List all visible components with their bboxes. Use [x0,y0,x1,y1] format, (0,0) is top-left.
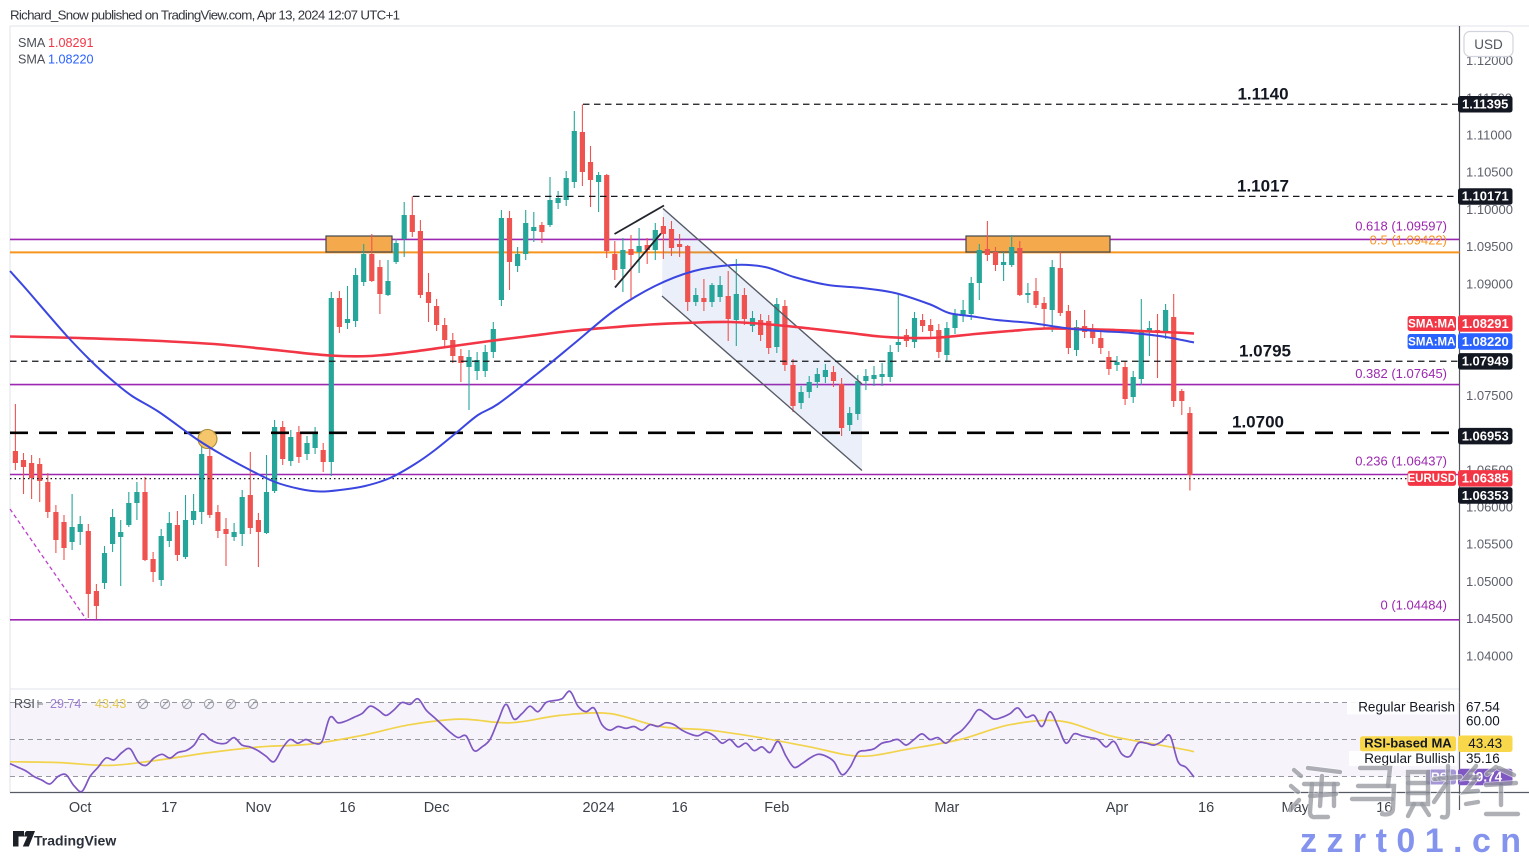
svg-text:1.09000: 1.09000 [1466,276,1513,291]
svg-text:Nov: Nov [246,800,273,816]
svg-text:16: 16 [1198,800,1214,816]
svg-text:1.08220: 1.08220 [1462,334,1509,349]
svg-text:SMA: SMA [18,53,46,67]
svg-text:Oct: Oct [69,800,92,816]
svg-text:0.382 (1.07645): 0.382 (1.07645) [1355,366,1447,381]
svg-text:2024: 2024 [582,800,614,816]
svg-text:16: 16 [339,800,355,816]
svg-text:43.43: 43.43 [1468,736,1502,751]
svg-text:1.11000: 1.11000 [1466,128,1512,143]
svg-text:SMA:MA: SMA:MA [1408,318,1455,330]
svg-text:1.06385: 1.06385 [1462,471,1509,486]
svg-text:1.06953: 1.06953 [1462,428,1509,443]
svg-text:1.04500: 1.04500 [1466,611,1513,626]
svg-text:Regular Bullish: Regular Bullish [1364,751,1455,766]
svg-text:67.54: 67.54 [1466,700,1500,715]
svg-text:17: 17 [161,800,177,816]
svg-text:z z r t 0 1 . c n: z z r t 0 1 . c n [1300,822,1521,857]
svg-text:SMA:MA: SMA:MA [1408,336,1455,348]
svg-text:1.1017: 1.1017 [1237,177,1289,196]
svg-text:1.05000: 1.05000 [1466,574,1513,589]
svg-text:Feb: Feb [764,800,789,816]
svg-text:Regular Bearish: Regular Bearish [1358,700,1455,715]
svg-text:RSI: RSI [14,697,35,711]
svg-text:0.5 (1.09422): 0.5 (1.09422) [1370,233,1447,248]
svg-text:1.11395: 1.11395 [1462,97,1508,112]
svg-text:1.1140: 1.1140 [1237,85,1288,104]
svg-text:1.10500: 1.10500 [1466,165,1513,180]
svg-text:TradingView: TradingView [34,833,116,849]
svg-text:1.10000: 1.10000 [1466,202,1513,217]
svg-text:RSI-based MA: RSI-based MA [1364,736,1452,751]
svg-text:1.08220: 1.08220 [48,53,94,67]
svg-text:1.10171: 1.10171 [1462,189,1509,204]
svg-text:Dec: Dec [424,800,450,816]
svg-text:SMA: SMA [18,36,46,50]
svg-text:1.08291: 1.08291 [48,36,94,50]
svg-text:0.618 (1.09597): 0.618 (1.09597) [1355,219,1447,234]
svg-text:1.07500: 1.07500 [1466,388,1513,403]
svg-text:0 (1.04484): 0 (1.04484) [1381,598,1448,613]
svg-text:16: 16 [672,800,688,816]
svg-text:Apr: Apr [1106,800,1129,816]
svg-text:USD: USD [1474,37,1503,52]
svg-text:35.16: 35.16 [1466,751,1500,766]
svg-text:1.09500: 1.09500 [1466,239,1513,254]
svg-text:1.0700: 1.0700 [1232,413,1284,432]
svg-text:EURUSD: EURUSD [1408,473,1457,485]
svg-text:43.43: 43.43 [95,697,126,711]
svg-text:1.05500: 1.05500 [1466,537,1513,552]
svg-text:29.74: 29.74 [50,697,81,711]
svg-text:1.08291: 1.08291 [1462,316,1509,331]
svg-text:1.04000: 1.04000 [1466,648,1513,663]
svg-text:0.236 (1.06437): 0.236 (1.06437) [1355,454,1447,469]
svg-text:60.00: 60.00 [1466,714,1500,729]
svg-text:1.06353: 1.06353 [1462,488,1509,503]
svg-text:Mar: Mar [934,800,959,816]
svg-text:Richard_Snow published on Trad: Richard_Snow published on TradingView.co… [10,8,400,23]
svg-text:1.0795: 1.0795 [1239,342,1291,361]
svg-text:1.07949: 1.07949 [1462,354,1509,369]
